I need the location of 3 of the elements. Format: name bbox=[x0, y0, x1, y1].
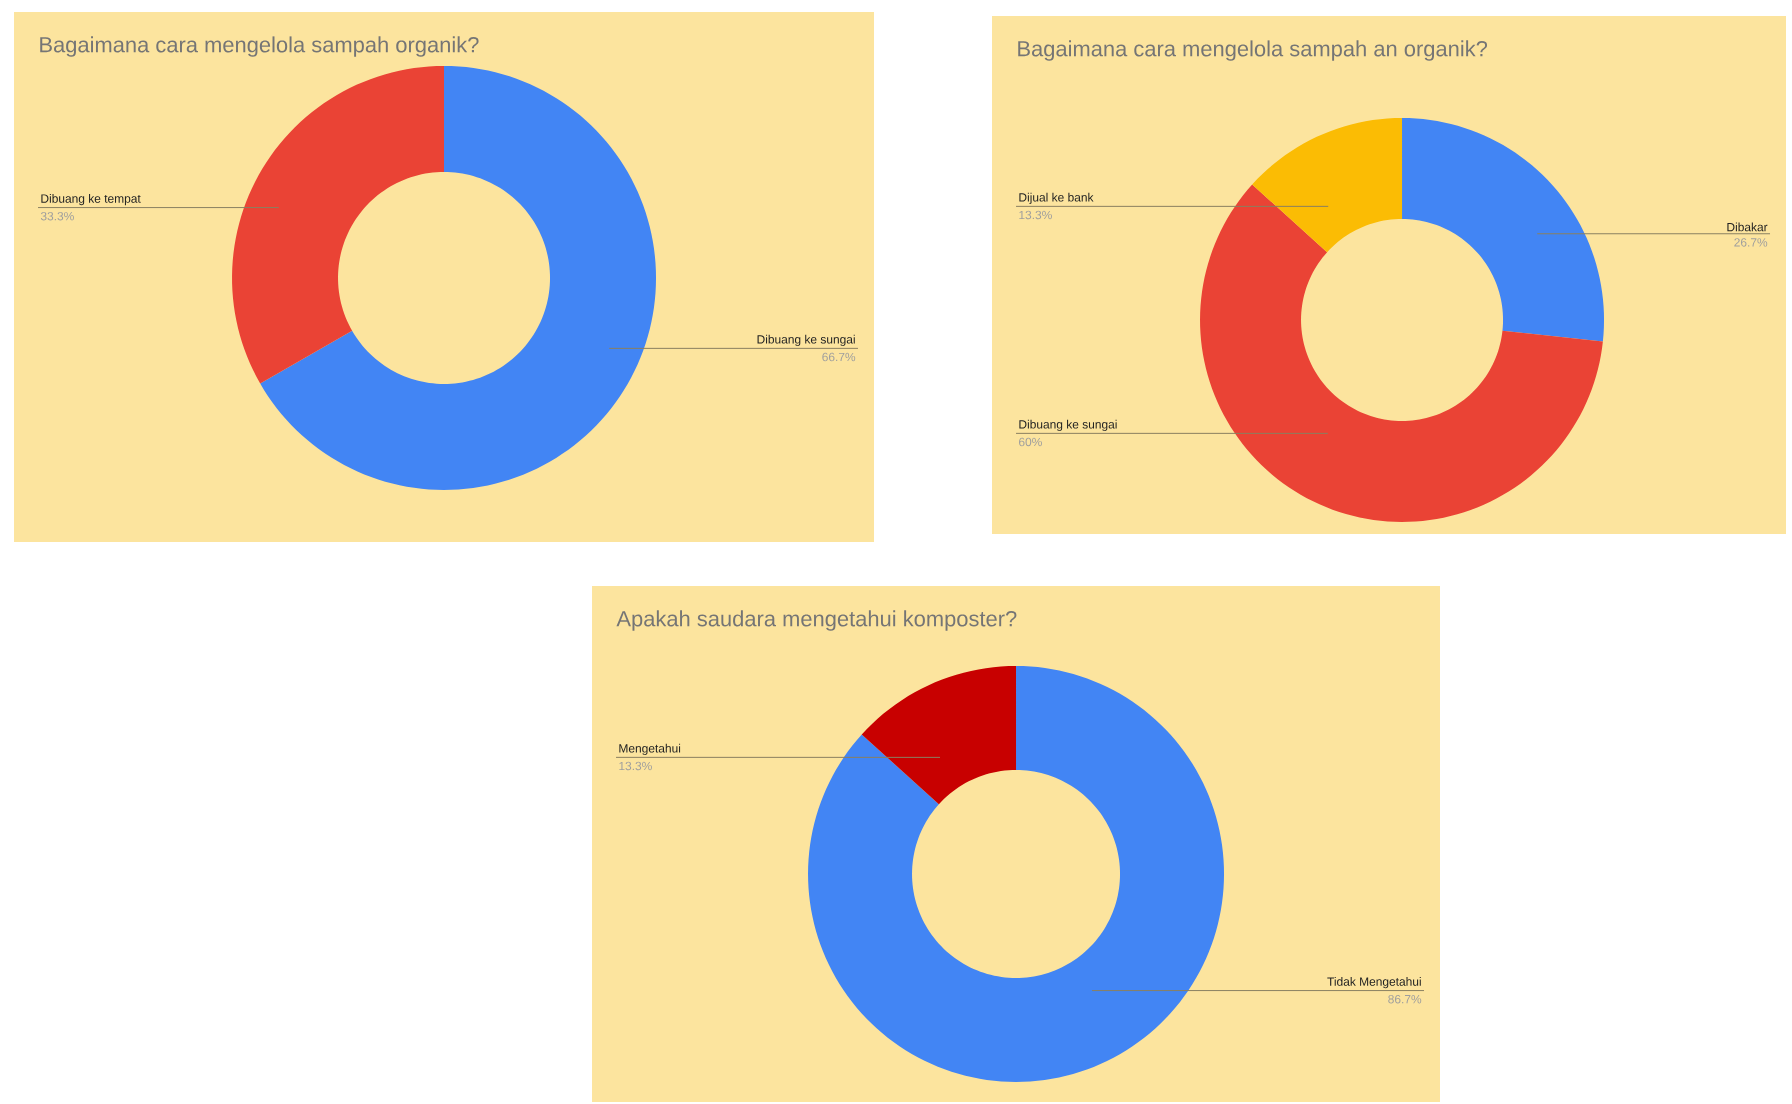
chart-title: Apakah saudara mengetahui komposter? bbox=[616, 610, 1017, 631]
chart-title: Bagaimana cara mengelola sampah organik? bbox=[40, 36, 479, 57]
chart-title: Bagaimana cara mengelola sampah an organik? bbox=[1018, 40, 1488, 61]
